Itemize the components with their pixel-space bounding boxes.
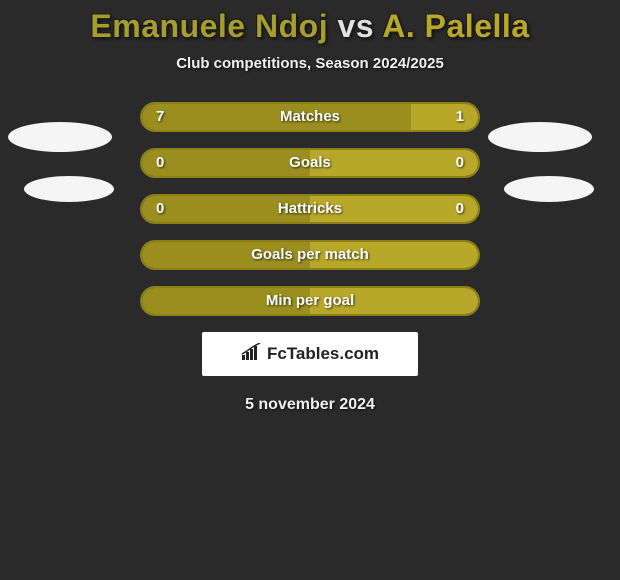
stat-bar: 00Goals [140,148,480,178]
stat-label: Hattricks [142,196,478,222]
page-title: Emanuele Ndoj vs A. Palella [0,0,620,45]
date-text: 5 november 2024 [0,396,620,414]
decorative-oval [8,122,112,152]
vs-text: vs [337,8,374,44]
logo-text: FcTables.com [267,344,379,364]
subtitle: Club competitions, Season 2024/2025 [0,55,620,72]
stat-label: Goals [142,150,478,176]
stat-bar: 71Matches [140,102,480,132]
stat-row: 71Matches [140,102,480,132]
barchart-icon [241,343,263,366]
stat-bar: 00Hattricks [140,194,480,224]
stat-label: Goals per match [142,242,478,268]
decorative-oval [504,176,594,202]
stat-row: 00Hattricks [140,194,480,224]
player-b-name: A. Palella [382,8,529,44]
stat-row: 00Goals [140,148,480,178]
stat-label: Min per goal [142,288,478,314]
stat-row: Min per goal [140,286,480,316]
logo-inner: FcTables.com [241,343,379,366]
fctables-logo: FcTables.com [202,332,418,376]
decorative-oval [24,176,114,202]
decorative-oval [488,122,592,152]
comparison-card: Emanuele Ndoj vs A. Palella Club competi… [0,0,620,580]
player-a-name: Emanuele Ndoj [90,8,328,44]
stat-label: Matches [142,104,478,130]
stat-bar: Goals per match [140,240,480,270]
stat-bar: Min per goal [140,286,480,316]
stat-row: Goals per match [140,240,480,270]
